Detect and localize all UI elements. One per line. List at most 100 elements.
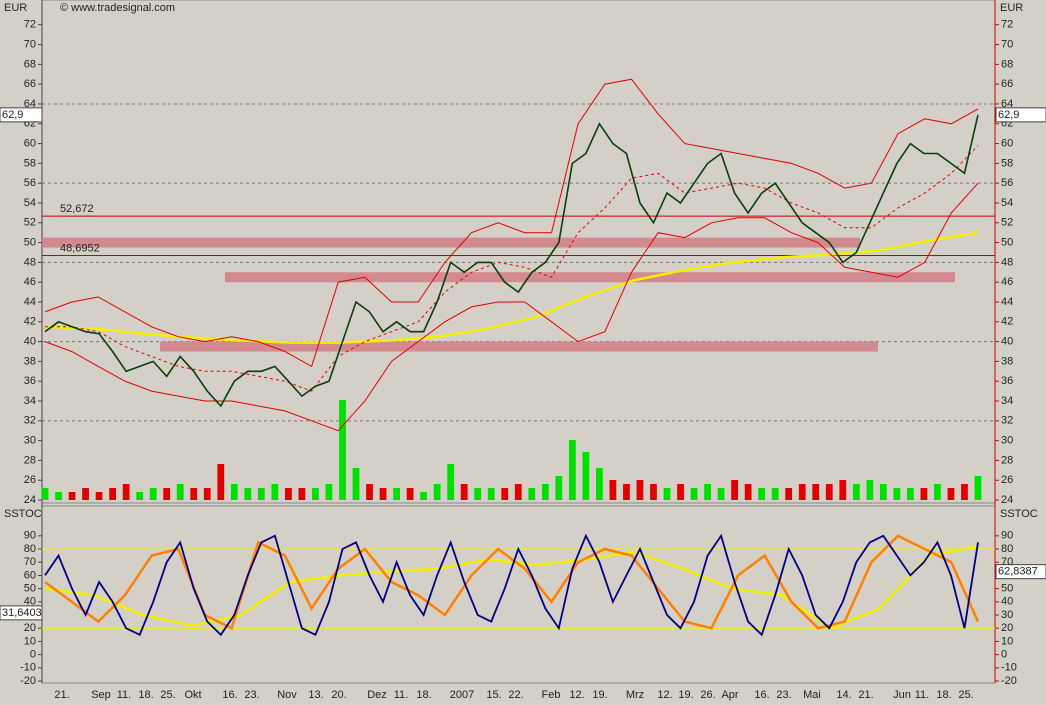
value-marker-label: 62,8387 [998, 566, 1038, 578]
x-tick-label: 12. [657, 689, 672, 701]
x-tick-label: 18. [936, 689, 951, 701]
volume-bar [609, 480, 617, 500]
y-tick-label: 0 [30, 649, 36, 661]
y-tick-label: 50 [24, 236, 36, 248]
volume-bar [825, 484, 833, 500]
volume-bar [352, 468, 360, 500]
volume-bar [366, 484, 373, 500]
volume-bar [271, 484, 279, 500]
y-tick-label: 30 [1001, 435, 1013, 447]
x-tick-label: 26. [700, 689, 715, 701]
series-line [44, 231, 979, 344]
y-tick-label: 32 [24, 415, 36, 427]
y-tick-label: 58 [24, 157, 36, 169]
value-marker [995, 564, 1046, 580]
y-tick-label: 38 [1001, 355, 1013, 367]
y-tick-label: 40 [24, 596, 36, 608]
volume-bar [82, 488, 89, 500]
stoch-title-right: SSTOC [1000, 508, 1038, 520]
volume-bar [217, 464, 225, 500]
volume-bar [677, 484, 684, 500]
y-tick-label: 0 [1001, 649, 1007, 661]
volume-bar [812, 484, 820, 500]
source: © www.tradesignal.com [60, 2, 175, 14]
y-tick-label: 80 [1001, 543, 1013, 555]
volume-bar [690, 488, 698, 500]
volume-bar [636, 480, 644, 500]
x-tick-label: 19. [592, 689, 607, 701]
price-panel [41, 0, 996, 504]
x-tick-label: 16. [222, 689, 237, 701]
y-tick-label: -10 [1001, 662, 1017, 674]
volume-bar [55, 492, 62, 500]
stoch-title-left: SSTOC [4, 508, 42, 520]
y-tick-label: -20 [1001, 675, 1017, 687]
zone [160, 341, 878, 352]
x-tick-label: 20. [331, 689, 346, 701]
stoch-panel [41, 505, 996, 684]
y-tick-label: 60 [1001, 137, 1013, 149]
y-tick-label: 26 [1001, 474, 1013, 486]
volume-bar [420, 492, 427, 500]
x-tick-label: 19. [678, 689, 693, 701]
series-line [44, 182, 979, 432]
zone [42, 237, 860, 248]
y-tick-label: 72 [24, 19, 36, 31]
volume-bar [487, 488, 495, 500]
y-tick-label: 20 [1001, 622, 1013, 634]
y-tick-label: 10 [24, 635, 36, 647]
y-tick-label: 40 [1001, 596, 1013, 608]
y-tick-label: -20 [20, 675, 36, 687]
x-tick-label: 25. [160, 689, 175, 701]
x-tick-label: 16. [754, 689, 769, 701]
x-tick-label: 22. [508, 689, 523, 701]
y-tick-label: -10 [20, 662, 36, 674]
volume-bar [596, 468, 603, 500]
volume-bar [907, 488, 914, 500]
volume-bar [122, 484, 130, 500]
volume-bar [839, 480, 847, 500]
y-tick-label: 50 [1001, 236, 1013, 248]
volume-bar [501, 488, 509, 500]
volume-bar [109, 488, 116, 500]
volume-bar [176, 484, 184, 500]
volume-bar [785, 488, 793, 500]
volume-bar [203, 488, 211, 500]
y-tick-label: 30 [24, 435, 36, 447]
x-tick-label: 11. [394, 689, 408, 701]
y-tick-label: 48 [1001, 256, 1013, 268]
volume-bar [339, 400, 346, 500]
y-tick-label: 40 [1001, 336, 1013, 348]
x-tick-label: 18. [416, 689, 431, 701]
y-tick-label: 68 [24, 58, 36, 70]
volume-bar [650, 484, 657, 500]
volume-bar [798, 484, 806, 500]
volume-bar [717, 488, 725, 500]
y-tick-label: 54 [24, 197, 36, 209]
value-marker [0, 107, 43, 123]
y-tick-label: 30 [1001, 609, 1013, 621]
y-tick-label: 60 [24, 569, 36, 581]
y-tick-label: 20 [24, 622, 36, 634]
x-tick-label: 15. [486, 689, 501, 701]
y-tick-label: 90 [1001, 530, 1013, 542]
y-tick-label: 52 [24, 217, 36, 229]
volume-bar [568, 440, 576, 500]
y-tick-label: 80 [24, 543, 36, 555]
series-line [44, 114, 979, 408]
volume-bar [961, 484, 968, 500]
volume-bar [190, 488, 198, 500]
volume-bar [460, 484, 468, 500]
y-tick-label: 70 [24, 556, 36, 568]
y-tick-label: 46 [1001, 276, 1013, 288]
volume-bar [298, 488, 306, 500]
y-tick-label: 68 [1001, 58, 1013, 70]
x-tick-label: Feb [542, 689, 561, 701]
x-tick-label: Apr [721, 689, 738, 701]
value-marker-label: 62,9 [998, 109, 1019, 121]
y-tick-label: 26 [24, 474, 36, 486]
y-tick-label: 66 [1001, 78, 1013, 90]
y-tick-label: 56 [24, 177, 36, 189]
y-tick-label: 46 [24, 276, 36, 288]
unit-right: EUR [1000, 2, 1023, 14]
